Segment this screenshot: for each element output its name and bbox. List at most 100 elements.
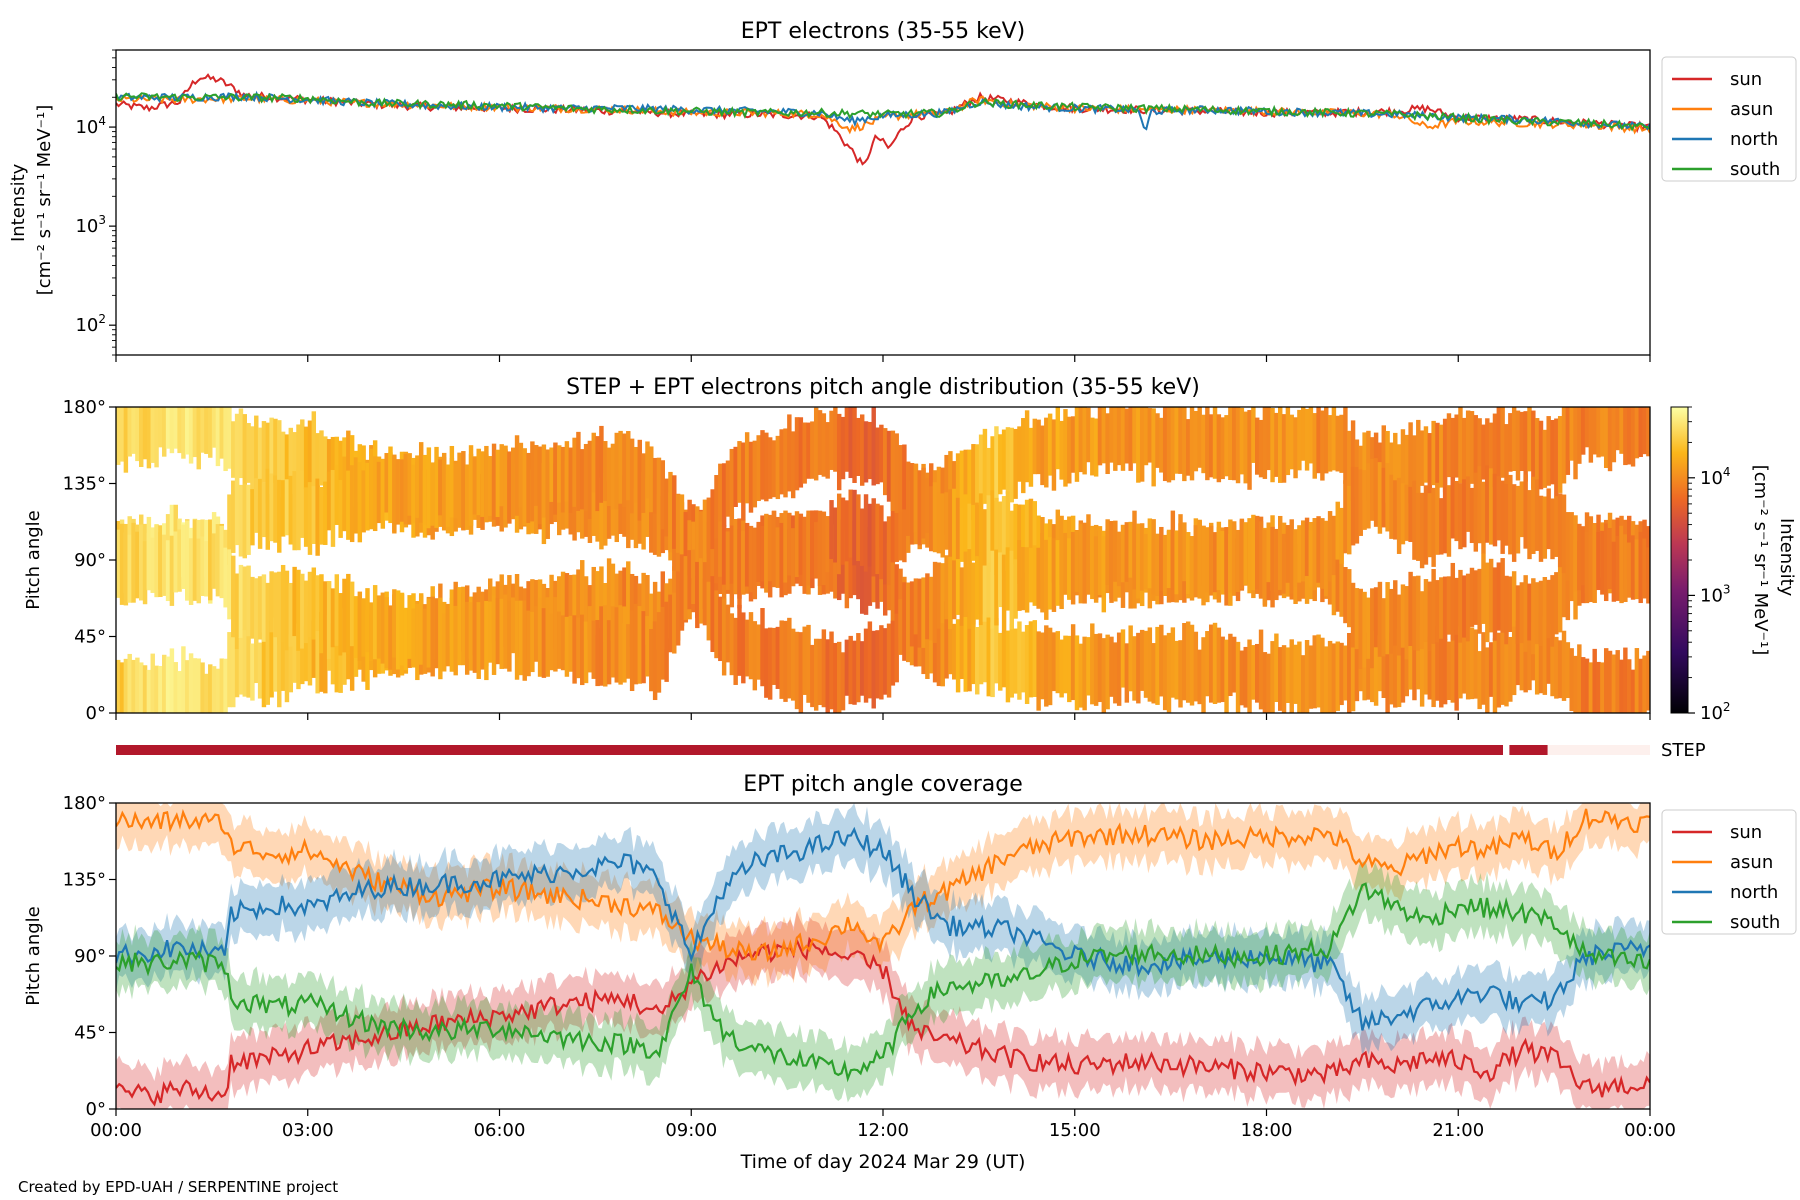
heatmap-cell (1354, 466, 1360, 544)
heatmap-cell (307, 606, 313, 686)
colorbar-ticks: 102 103 104 (1688, 406, 1731, 724)
heatmap-cell (641, 453, 646, 513)
heatmap-cell (227, 549, 232, 620)
heatmap-cell (1120, 629, 1126, 688)
heatmap-cell (695, 506, 700, 577)
heatmap-cell (959, 507, 965, 562)
heatmap-cell (1339, 507, 1344, 564)
heatmap-cell (936, 562, 942, 629)
heatmap-cell (1442, 487, 1448, 554)
heatmap-cell (254, 478, 259, 533)
heatmap-cell (629, 438, 635, 514)
heatmap-cell (656, 493, 662, 557)
heatmap-cell (296, 623, 301, 690)
pitch-coverage-legend-label-asun: asun (1730, 852, 1773, 873)
heatmap-cell (1427, 493, 1433, 558)
heatmap-cell (246, 484, 251, 555)
heatmap-cell (733, 617, 738, 685)
heatmap-cell (587, 606, 593, 673)
heatmap-cell (257, 576, 263, 640)
heatmap-cell (1569, 648, 1574, 712)
heatmap-cell (553, 442, 558, 515)
heatmap-cell (645, 616, 650, 677)
heatmap-cell (894, 433, 899, 514)
heatmap-cell (1626, 407, 1632, 465)
heatmap-cell (1481, 481, 1486, 554)
heatmap-cell (127, 653, 132, 713)
heatmap-cell (1197, 649, 1202, 705)
heatmap-cell (1063, 532, 1068, 595)
heatmap-cell (1419, 492, 1425, 569)
heatmap-cell (779, 429, 784, 495)
heatmap-cell (1396, 477, 1402, 554)
heatmap-cell (560, 571, 566, 648)
heatmap-cell (921, 577, 926, 648)
heatmap-cell (936, 612, 942, 687)
heatmap-cell (1143, 533, 1149, 590)
heatmap-cell (1630, 669, 1636, 713)
heatmap-cell (1067, 635, 1072, 703)
heatmap-cell (334, 611, 340, 693)
heatmap-cell (626, 561, 631, 641)
heatmap-cell (714, 590, 719, 659)
heatmap-cell (1385, 582, 1390, 655)
heatmap-cell (1036, 631, 1041, 711)
heatmap-cell (1070, 416, 1076, 473)
heatmap-cell (606, 481, 612, 539)
heatmap-cell (560, 446, 566, 513)
heatmap-cell (737, 518, 742, 599)
heatmap-cell (338, 593, 343, 656)
heatmap-cell (250, 489, 255, 546)
heatmap-cell (1370, 458, 1375, 521)
heatmap-cell (1569, 512, 1574, 593)
heatmap-cell (802, 626, 807, 695)
heatmap-cell (1024, 410, 1030, 483)
heatmap-cell (767, 627, 773, 700)
intensity-title: EPT electrons (35-55 keV) (741, 19, 1026, 44)
heatmap-cell (426, 447, 432, 529)
heatmap-cell (1155, 533, 1160, 596)
heatmap-cell (568, 447, 573, 513)
heatmap-cell (142, 407, 148, 460)
intensity-legend-label-sun: sun (1730, 69, 1762, 90)
pitch-distribution-y-ticks: 0° 45° 90° 135° 180° (63, 397, 116, 724)
heatmap-cell (591, 566, 596, 630)
heatmap-cell (142, 665, 148, 713)
heatmap-cell (1592, 648, 1597, 713)
heatmap-cell (1462, 636, 1467, 694)
heatmap-cell (1174, 407, 1179, 474)
step-segment-off (1547, 745, 1650, 755)
heatmap-cell (223, 407, 228, 472)
heatmap-cell (1113, 407, 1118, 471)
heatmap-cell (211, 407, 217, 448)
heatmap-cell (319, 486, 324, 545)
heatmap-cell (606, 447, 612, 507)
heatmap-cell (507, 600, 512, 672)
heatmap-cell (173, 407, 178, 449)
heatmap-cell (1611, 541, 1617, 602)
heatmap-cell (886, 623, 892, 698)
heatmap-cell (1508, 474, 1513, 555)
heatmap-cell (603, 605, 608, 687)
heatmap-cell (338, 440, 343, 498)
heatmap-cell (637, 439, 642, 521)
heatmap-cell (1174, 640, 1179, 700)
heatmap-cell (1412, 435, 1417, 491)
heatmap-cell (1573, 655, 1578, 713)
heatmap-cell (925, 573, 930, 640)
heatmap-cell (1481, 553, 1486, 624)
heatmap-cell (833, 642, 838, 713)
heatmap-cell (967, 503, 972, 567)
heatmap-cell (948, 612, 953, 675)
heatmap-cell (135, 657, 140, 713)
heatmap-cell (188, 538, 194, 605)
colorbar-tick-label: 104 (1700, 465, 1731, 489)
heatmap-cell (196, 407, 201, 470)
heatmap-cell (208, 664, 213, 713)
heatmap-cell (1431, 487, 1436, 567)
heatmap-cell (733, 519, 738, 594)
heatmap-cell (583, 621, 589, 684)
heatmap-cell (1032, 545, 1038, 606)
heatmap-cell (1481, 632, 1486, 705)
pitch-coverage-xtick-label: 18:00 (1241, 1120, 1293, 1141)
